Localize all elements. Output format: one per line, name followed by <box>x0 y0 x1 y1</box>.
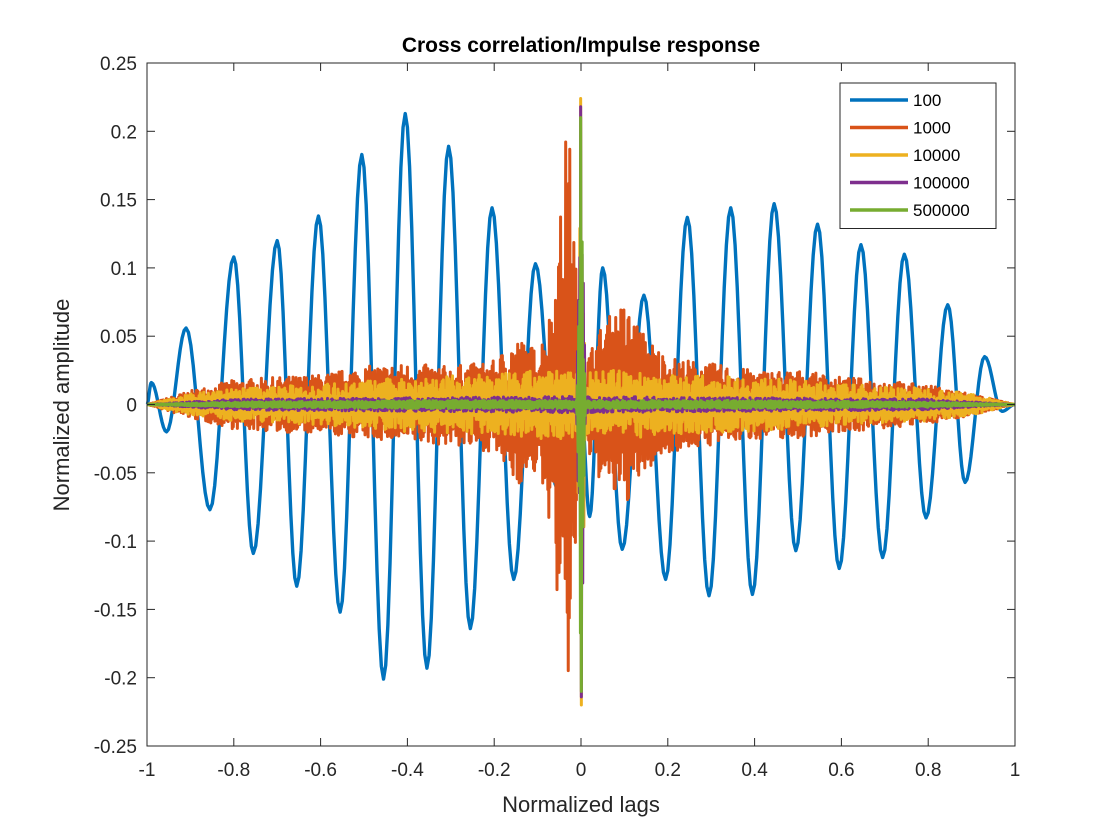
x-axis-label: Normalized lags <box>502 792 660 817</box>
y-tick-label: 0.1 <box>111 259 137 280</box>
y-tick-label: 0.15 <box>100 191 137 212</box>
legend-label-1000: 1000 <box>913 119 951 138</box>
legend-label-100: 100 <box>913 91 941 110</box>
y-tick-label: -0.25 <box>94 737 137 758</box>
y-tick-label: -0.05 <box>94 464 137 485</box>
x-tick-label: -0.6 <box>304 760 337 781</box>
y-tick-label: 0.05 <box>100 327 137 348</box>
x-tick-label: 1 <box>1010 760 1021 781</box>
x-tick-label: 0.2 <box>655 760 681 781</box>
x-tick-label: -0.2 <box>478 760 511 781</box>
x-tick-label: 0 <box>576 760 587 781</box>
y-axis-label: Normalized amplitude <box>49 299 74 512</box>
ticks-layer: -1 -0.8 -0.6 -0.4 -0.2 0 0.2 0.4 0.6 0.8 1 0.25 0.2 0… <box>94 54 1021 781</box>
series-layer <box>145 97 1016 707</box>
x-tick-label: 0.6 <box>828 760 854 781</box>
y-tick-label: 0.25 <box>100 54 137 75</box>
legend-label-500000: 500000 <box>913 201 970 220</box>
x-tick-label: -0.8 <box>217 760 250 781</box>
y-tick-label: -0.15 <box>94 600 137 621</box>
x-tick-label: 0.8 <box>915 760 941 781</box>
y-tick-label: 0.2 <box>111 122 137 143</box>
x-tick-label: -0.4 <box>391 760 424 781</box>
series-line-500000 <box>146 116 1016 693</box>
x-tick-label: -1 <box>139 760 156 781</box>
y-tick-label: -0.1 <box>104 532 137 553</box>
chart-title: Cross correlation/Impulse response <box>402 34 760 57</box>
y-tick-label: -0.2 <box>104 669 137 690</box>
legend-label-100000: 100000 <box>913 174 970 193</box>
legend-label-10000: 10000 <box>913 146 960 165</box>
legend: 100 1000 10000 100000 500000 <box>839 82 997 229</box>
x-tick-label: 0.4 <box>741 760 768 781</box>
y-tick-label: 0 <box>126 396 137 417</box>
